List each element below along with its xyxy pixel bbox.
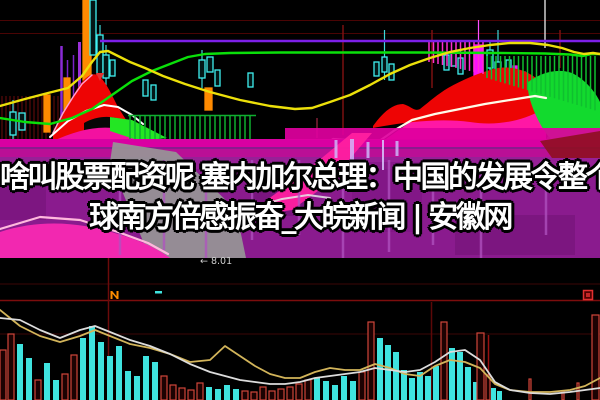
band-decor	[0, 131, 600, 258]
volume-bar	[53, 380, 59, 400]
volume-bar	[196, 382, 204, 400]
volume-bar	[107, 356, 113, 400]
volume-bar	[26, 358, 32, 400]
volume-bar	[473, 382, 479, 400]
volume-bar	[304, 379, 312, 400]
volume-bar	[393, 352, 399, 400]
candle	[206, 56, 214, 73]
candle	[214, 69, 221, 87]
volume-bar	[277, 388, 285, 400]
ma-lines-top	[0, 41, 600, 126]
volume-markers	[110, 289, 594, 301]
volume-bar	[457, 352, 463, 400]
candle	[142, 79, 149, 97]
volume-bar	[268, 390, 276, 400]
headline-line-2: 球南方倍感振奋_大皖新闻 | 安徽网	[89, 200, 513, 235]
volume-bar	[314, 378, 320, 400]
volume-bar	[160, 375, 168, 400]
volume-bar	[7, 333, 15, 400]
candle	[204, 87, 213, 111]
candle	[89, 0, 97, 56]
volume-bar	[332, 385, 338, 400]
volume-bar	[425, 376, 431, 400]
volume-bar	[358, 371, 366, 400]
volume-bar	[485, 374, 491, 400]
volume-ma-lines	[0, 309, 600, 395]
headline-line-1: 啥叫股票配资呢 塞内加尔总理：中国的发展令整个全	[0, 160, 600, 195]
volume-bar	[152, 362, 158, 400]
price-label: ← 8.01	[200, 256, 232, 267]
volume-bar	[417, 372, 423, 400]
volume-bar	[449, 348, 455, 400]
volume-bar	[169, 384, 177, 400]
volume-bars	[0, 314, 600, 400]
volume-bar	[491, 388, 496, 400]
volume-bar	[286, 386, 294, 400]
volume-bar	[134, 376, 140, 400]
volume-bar	[70, 354, 78, 400]
volume-bar	[323, 381, 329, 400]
volume-bar	[187, 389, 195, 400]
volume-bar	[528, 378, 532, 400]
volume-bar	[259, 386, 267, 400]
volume-bar	[465, 367, 471, 400]
volume-bar	[80, 338, 86, 400]
volume-bar	[433, 366, 439, 400]
volume-bar	[295, 383, 303, 400]
volume-bar	[44, 363, 50, 400]
candle	[247, 72, 254, 88]
volume-bar	[591, 314, 600, 400]
price-label-text: ← 8.01	[200, 256, 232, 267]
candle	[43, 94, 51, 133]
candle	[381, 56, 388, 73]
candle	[373, 61, 380, 77]
volume-bar	[409, 378, 415, 400]
candle	[9, 111, 17, 136]
volume-gridlines	[0, 258, 600, 400]
candle	[102, 54, 110, 79]
volume-bar	[178, 387, 186, 400]
volume-bar	[17, 344, 23, 400]
volume-bar	[206, 387, 212, 400]
volume-bar	[241, 390, 249, 400]
volume-bar	[215, 389, 221, 400]
volume-bar	[34, 379, 42, 400]
volume-bar	[0, 349, 7, 400]
volume-bar	[341, 376, 347, 400]
volume-bar	[250, 391, 258, 400]
candle	[109, 59, 116, 77]
volume-bar	[143, 356, 149, 400]
volume-bar	[89, 326, 95, 400]
volume-bar	[98, 342, 104, 400]
volume-bar	[367, 321, 375, 400]
candle	[150, 84, 157, 101]
volume-bar	[61, 373, 69, 400]
volume-bar	[497, 391, 502, 400]
volume-bar	[401, 370, 407, 400]
volume-bar	[125, 371, 131, 400]
volume-bar	[224, 385, 230, 400]
volume-bar	[233, 389, 239, 400]
volume-bar	[385, 345, 391, 400]
candle	[198, 59, 206, 79]
volume-bar	[116, 346, 122, 400]
volume-bar	[350, 381, 356, 400]
